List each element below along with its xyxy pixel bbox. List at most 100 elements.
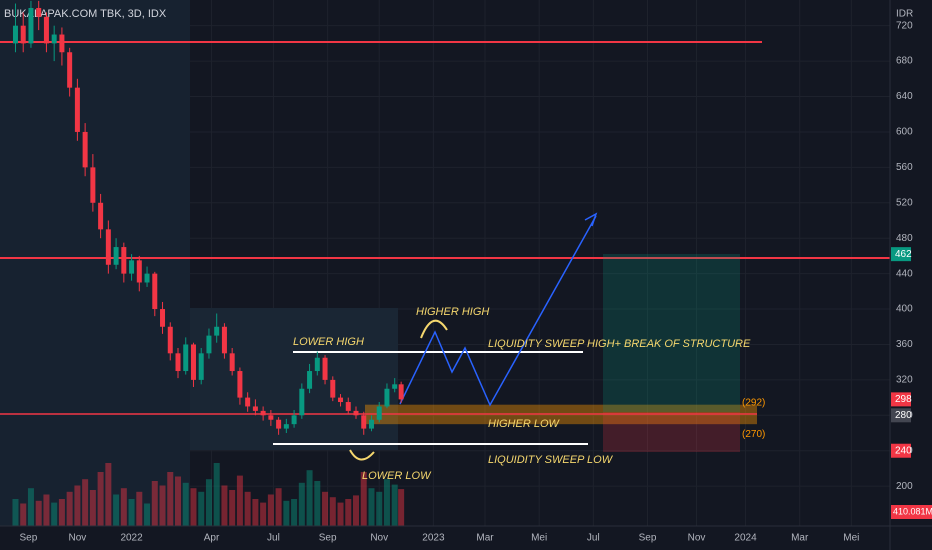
volume-bar xyxy=(322,491,329,526)
x-tick-label: Nov xyxy=(688,533,706,544)
candle-body xyxy=(299,388,305,416)
volume-bar xyxy=(97,472,104,526)
volume-bar xyxy=(260,502,267,526)
volume-bar xyxy=(151,481,158,526)
volume-bar xyxy=(12,499,19,526)
annotation: LIQUIDITY SWEEP LOW xyxy=(488,454,614,466)
price-marker-label: 462 xyxy=(895,249,912,260)
x-tick-label: Sep xyxy=(19,533,37,544)
volume-bar xyxy=(205,479,212,526)
price-marker xyxy=(891,443,911,458)
volume-bar xyxy=(244,491,251,526)
y-tick-label: 640 xyxy=(896,91,913,102)
candle-body xyxy=(105,229,111,265)
y-tick-label: 200 xyxy=(896,481,913,492)
volume-bar xyxy=(51,502,58,526)
volume-bar xyxy=(74,485,81,526)
candle-body xyxy=(392,384,398,389)
candle-body xyxy=(113,247,119,265)
price-marker-label: 240 xyxy=(895,445,912,456)
zone-label: (270) xyxy=(742,429,765,440)
chart-title: BUKALAPAK.COM TBK, 3D, IDX xyxy=(4,8,167,20)
volume-bar xyxy=(144,503,151,526)
candle-body xyxy=(229,353,235,372)
x-tick-label: 2023 xyxy=(422,533,445,544)
candle-body xyxy=(160,309,166,327)
volume-bar xyxy=(190,488,197,526)
volume-bar xyxy=(66,491,73,526)
volume-bar xyxy=(391,484,398,526)
volume-bar xyxy=(128,499,135,526)
y-tick-label: 520 xyxy=(896,197,913,208)
volume-bar xyxy=(43,494,50,526)
candle-body xyxy=(260,410,266,416)
volume-bar xyxy=(58,499,65,526)
annotation: HIGHER LOW xyxy=(488,418,561,430)
annotation: LOWER LOW xyxy=(362,470,432,482)
volume-marker xyxy=(891,505,932,519)
price-marker xyxy=(891,392,911,407)
volume-bar xyxy=(198,491,205,526)
volume-bar xyxy=(337,502,344,526)
candle-body xyxy=(175,353,181,372)
candle-body xyxy=(268,415,274,420)
y-tick-label: 680 xyxy=(896,56,913,67)
candle-body xyxy=(245,397,251,407)
x-tick-label: 2022 xyxy=(120,533,143,544)
stop-box xyxy=(603,412,740,452)
x-tick-label: Mar xyxy=(791,533,809,544)
candle-body xyxy=(28,7,34,44)
annotation: HIGHER HIGH xyxy=(416,306,489,318)
annotation: LOWER HIGH xyxy=(293,336,364,348)
candle-body xyxy=(338,397,344,403)
y-tick-label: 480 xyxy=(896,233,913,244)
volume-bar xyxy=(329,497,336,526)
candle-body xyxy=(167,326,173,354)
candle-body xyxy=(183,344,189,372)
volume-bar xyxy=(283,500,290,526)
volume-bar xyxy=(159,485,166,526)
candle-body xyxy=(237,371,243,398)
x-tick-label: Mar xyxy=(476,533,494,544)
price-marker-label: 280 xyxy=(895,410,912,421)
volume-bar xyxy=(105,463,112,526)
volume-bar xyxy=(221,485,228,526)
candle-body xyxy=(252,406,258,411)
candle-body xyxy=(51,34,57,44)
x-tick-label: Sep xyxy=(319,533,337,544)
volume-bar xyxy=(20,503,27,526)
x-tick-label: Nov xyxy=(370,533,388,544)
x-tick-label: Mei xyxy=(531,533,547,544)
volume-bar xyxy=(383,479,390,526)
candle-body xyxy=(330,379,336,398)
candle-body xyxy=(322,357,328,380)
volume-bar xyxy=(252,499,259,526)
candle-body xyxy=(291,415,297,425)
volume-bar xyxy=(376,491,383,526)
x-tick-label: Mei xyxy=(843,533,859,544)
profile-region xyxy=(0,0,190,526)
volume-bar xyxy=(398,489,405,526)
volume-bar xyxy=(89,490,96,526)
volume-bar xyxy=(213,463,220,526)
candle-body xyxy=(206,335,212,354)
zone-label: (292) xyxy=(742,397,765,408)
volume-bar xyxy=(314,481,321,526)
candle-body xyxy=(74,87,80,132)
candle-body xyxy=(90,167,96,203)
x-tick-label: 2024 xyxy=(734,533,757,544)
volume-bar xyxy=(113,494,120,526)
currency-label: IDR xyxy=(896,9,913,20)
x-tick-label: Nov xyxy=(68,533,86,544)
x-tick-label: Apr xyxy=(204,533,220,544)
y-tick-label: 400 xyxy=(896,304,913,315)
volume-bar xyxy=(291,499,298,526)
annotation: LIQUIDITY SWEEP HIGH+ BREAK OF STRUCTURE xyxy=(488,338,751,350)
candle-body xyxy=(398,384,404,400)
candle-body xyxy=(345,402,351,411)
volume-bar xyxy=(167,472,174,526)
volume-bar xyxy=(136,491,143,526)
y-tick-label: 320 xyxy=(896,375,913,386)
candle-body xyxy=(136,260,142,283)
candle-body xyxy=(368,419,374,429)
